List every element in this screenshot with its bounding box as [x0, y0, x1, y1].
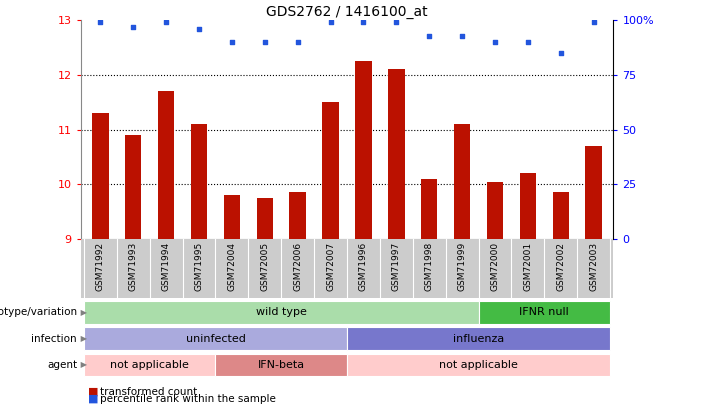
Bar [355, 61, 372, 239]
Point [259, 39, 271, 45]
Bar [585, 146, 602, 239]
Bar [290, 192, 306, 239]
Text: ▶: ▶ [78, 308, 87, 317]
Point [193, 26, 205, 32]
Point [390, 19, 402, 26]
Point [95, 19, 106, 26]
Bar [257, 198, 273, 239]
Text: GSM71995: GSM71995 [194, 242, 203, 291]
Point [358, 19, 369, 26]
Bar [158, 92, 175, 239]
Bar [84, 354, 215, 376]
Point [128, 23, 139, 30]
Bar [215, 354, 347, 376]
Text: percentile rank within the sample: percentile rank within the sample [100, 394, 276, 404]
Text: GSM72003: GSM72003 [589, 242, 598, 291]
Bar [92, 113, 109, 239]
Point [292, 39, 304, 45]
Point [489, 39, 501, 45]
Bar [454, 124, 470, 239]
Bar [479, 301, 610, 324]
Text: GSM71999: GSM71999 [458, 242, 467, 291]
Bar [486, 181, 503, 239]
Text: GSM71994: GSM71994 [162, 242, 170, 291]
Bar [125, 135, 142, 239]
Bar [347, 327, 610, 350]
Text: wild type: wild type [256, 307, 306, 317]
Text: IFN-beta: IFN-beta [258, 360, 305, 370]
Text: GSM72005: GSM72005 [260, 242, 269, 291]
Bar [421, 179, 437, 239]
Point [555, 50, 566, 56]
Bar [347, 354, 610, 376]
Bar [84, 327, 347, 350]
Text: ■: ■ [88, 387, 102, 396]
Text: GSM72004: GSM72004 [227, 242, 236, 291]
Text: ■: ■ [88, 394, 102, 404]
Bar [519, 173, 536, 239]
Point [161, 19, 172, 26]
Text: ▶: ▶ [78, 334, 87, 343]
Text: GSM72000: GSM72000 [491, 242, 500, 291]
Text: infection: infection [32, 334, 77, 343]
Point [522, 39, 533, 45]
Text: genotype/variation: genotype/variation [0, 307, 77, 317]
Text: not applicable: not applicable [110, 360, 189, 370]
Point [325, 19, 336, 26]
Text: GSM71992: GSM71992 [96, 242, 105, 291]
Point [456, 32, 468, 39]
Text: GSM71998: GSM71998 [425, 242, 434, 291]
Text: GSM72006: GSM72006 [293, 242, 302, 291]
Point [226, 39, 238, 45]
Bar [388, 70, 404, 239]
Text: ▶: ▶ [78, 360, 87, 369]
Bar [84, 301, 479, 324]
Text: influenza: influenza [453, 334, 504, 343]
Text: IFNR null: IFNR null [519, 307, 569, 317]
Point [588, 19, 599, 26]
Point [423, 32, 435, 39]
Text: GSM71993: GSM71993 [129, 242, 137, 291]
Text: not applicable: not applicable [439, 360, 518, 370]
Text: GSM72007: GSM72007 [326, 242, 335, 291]
Bar [191, 124, 207, 239]
Text: GSM71997: GSM71997 [392, 242, 401, 291]
Bar [552, 192, 569, 239]
Text: transformed count: transformed count [100, 387, 198, 396]
Text: GSM72002: GSM72002 [557, 242, 565, 291]
Text: uninfected: uninfected [186, 334, 245, 343]
Title: GDS2762 / 1416100_at: GDS2762 / 1416100_at [266, 5, 428, 19]
Bar [322, 102, 339, 239]
Bar [224, 195, 240, 239]
Text: agent: agent [47, 360, 77, 370]
Text: GSM72001: GSM72001 [524, 242, 532, 291]
Text: GSM71996: GSM71996 [359, 242, 368, 291]
